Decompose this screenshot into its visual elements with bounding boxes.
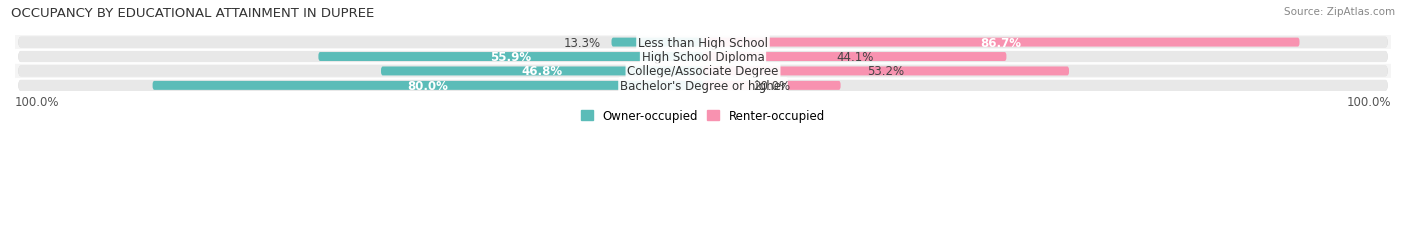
Legend: Owner-occupied, Renter-occupied: Owner-occupied, Renter-occupied <box>581 110 825 123</box>
Bar <box>15 50 1391 64</box>
FancyBboxPatch shape <box>703 82 841 91</box>
Text: OCCUPANCY BY EDUCATIONAL ATTAINMENT IN DUPREE: OCCUPANCY BY EDUCATIONAL ATTAINMENT IN D… <box>11 7 374 20</box>
Text: 13.3%: 13.3% <box>564 36 602 49</box>
FancyBboxPatch shape <box>18 80 1388 92</box>
Text: Source: ZipAtlas.com: Source: ZipAtlas.com <box>1284 7 1395 17</box>
FancyBboxPatch shape <box>18 52 1388 63</box>
FancyBboxPatch shape <box>18 81 1388 91</box>
Text: College/Associate Degree: College/Associate Degree <box>627 65 779 78</box>
Text: 44.1%: 44.1% <box>837 51 873 64</box>
Bar <box>15 64 1391 79</box>
FancyBboxPatch shape <box>703 38 1299 47</box>
FancyBboxPatch shape <box>18 67 1388 77</box>
Text: 55.9%: 55.9% <box>491 51 531 64</box>
Text: 100.0%: 100.0% <box>15 95 59 108</box>
FancyBboxPatch shape <box>703 67 1069 76</box>
Text: 53.2%: 53.2% <box>868 65 904 78</box>
Bar <box>15 79 1391 93</box>
Text: 86.7%: 86.7% <box>981 36 1022 49</box>
Text: 46.8%: 46.8% <box>522 65 562 78</box>
Text: Less than High School: Less than High School <box>638 36 768 49</box>
Text: High School Diploma: High School Diploma <box>641 51 765 64</box>
FancyBboxPatch shape <box>318 53 703 62</box>
FancyBboxPatch shape <box>18 66 1388 77</box>
FancyBboxPatch shape <box>703 53 1007 62</box>
Text: Bachelor's Degree or higher: Bachelor's Degree or higher <box>620 79 786 92</box>
FancyBboxPatch shape <box>153 82 703 91</box>
FancyBboxPatch shape <box>18 37 1388 49</box>
FancyBboxPatch shape <box>18 38 1388 48</box>
FancyBboxPatch shape <box>612 38 703 47</box>
FancyBboxPatch shape <box>18 52 1388 62</box>
Text: 20.0%: 20.0% <box>754 79 790 92</box>
FancyBboxPatch shape <box>381 67 703 76</box>
Text: 100.0%: 100.0% <box>1347 95 1391 108</box>
Text: 80.0%: 80.0% <box>408 79 449 92</box>
Bar <box>15 36 1391 50</box>
